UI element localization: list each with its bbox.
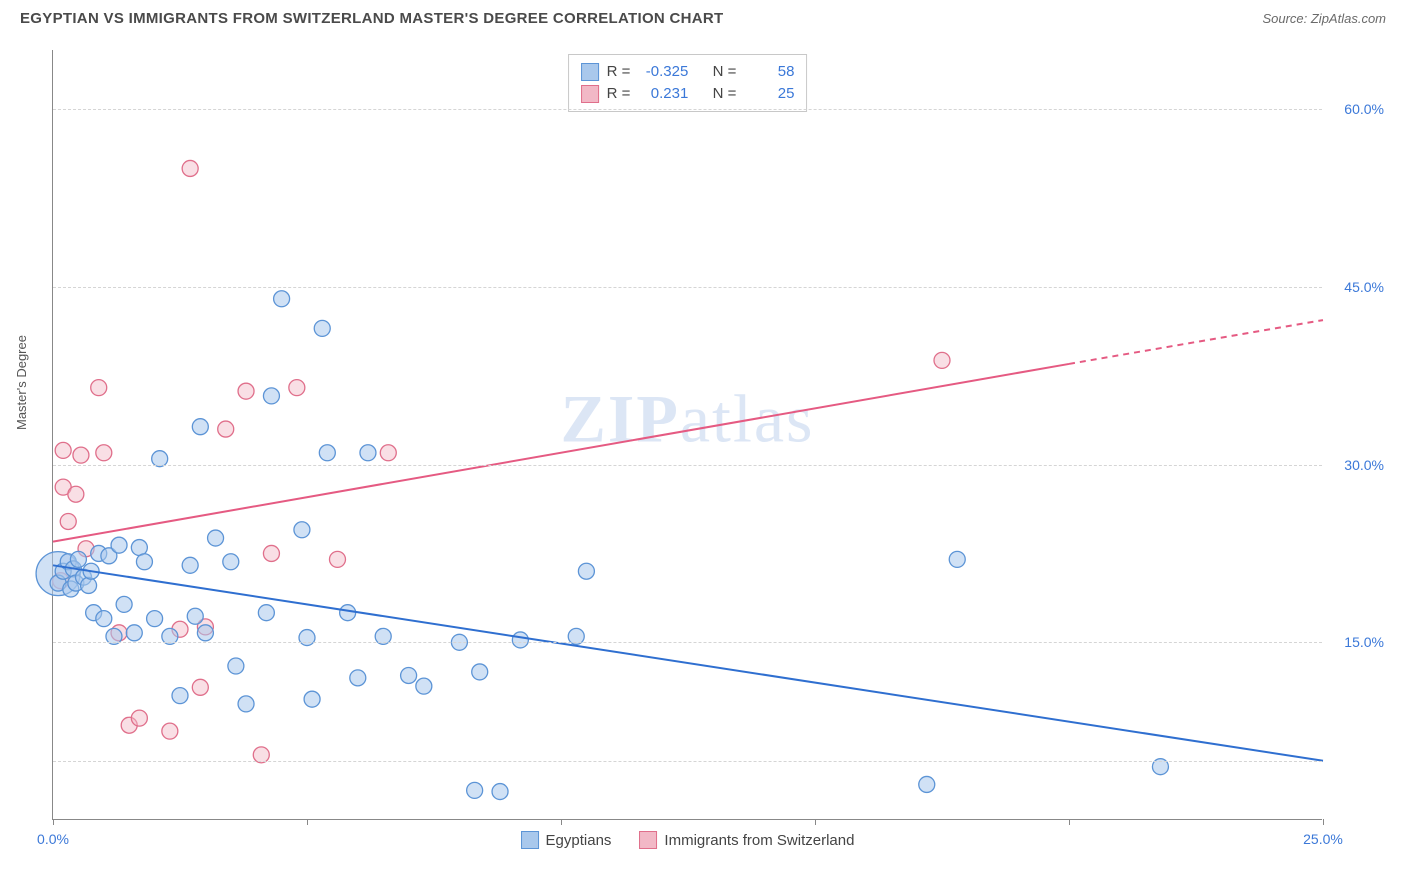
data-point: [934, 352, 950, 368]
data-point: [350, 670, 366, 686]
gridline: [53, 761, 1322, 762]
legend-label-swiss: Immigrants from Switzerland: [664, 832, 854, 849]
x-tick-mark: [307, 819, 308, 825]
data-point: [472, 664, 488, 680]
y-tick-label: 15.0%: [1344, 634, 1384, 650]
data-point: [304, 691, 320, 707]
data-point: [172, 688, 188, 704]
x-tick-mark: [1323, 819, 1324, 825]
data-point: [116, 596, 132, 612]
y-axis-label: Master's Degree: [14, 335, 29, 430]
data-point: [340, 605, 356, 621]
source-attribution: Source: ZipAtlas.com: [1262, 11, 1386, 26]
data-point: [96, 611, 112, 627]
data-point: [294, 522, 310, 538]
data-point: [228, 658, 244, 674]
data-point: [274, 291, 290, 307]
y-tick-label: 30.0%: [1344, 457, 1384, 473]
gridline: [53, 642, 1322, 643]
data-point: [73, 447, 89, 463]
legend-item-swiss: Immigrants from Switzerland: [639, 831, 854, 849]
data-point: [187, 608, 203, 624]
gridline: [53, 109, 1322, 110]
data-point: [70, 551, 86, 567]
data-point: [81, 577, 97, 593]
data-point: [55, 442, 71, 458]
data-point: [289, 380, 305, 396]
data-point: [258, 605, 274, 621]
trend-line: [1069, 320, 1323, 364]
data-point: [136, 554, 152, 570]
data-point: [949, 551, 965, 567]
data-point: [919, 776, 935, 792]
legend-label-egyptians: Egyptians: [546, 832, 612, 849]
data-point: [182, 160, 198, 176]
data-point: [416, 678, 432, 694]
data-point: [197, 625, 213, 641]
data-point: [263, 545, 279, 561]
swatch-swiss-icon: [639, 831, 657, 849]
chart-title: EGYPTIAN VS IMMIGRANTS FROM SWITZERLAND …: [20, 10, 724, 27]
data-point: [60, 513, 76, 529]
data-point: [182, 557, 198, 573]
x-tick-label: 25.0%: [1303, 831, 1343, 847]
data-point: [218, 421, 234, 437]
data-point: [578, 563, 594, 579]
swatch-egyptians-icon: [521, 831, 539, 849]
trend-line: [53, 364, 1069, 542]
data-point: [360, 445, 376, 461]
data-point: [147, 611, 163, 627]
data-point: [329, 551, 345, 567]
y-tick-label: 60.0%: [1344, 101, 1384, 117]
gridline: [53, 465, 1322, 466]
legend-item-egyptians: Egyptians: [521, 831, 612, 849]
data-point: [111, 537, 127, 553]
x-tick-label: 0.0%: [37, 831, 69, 847]
data-point: [192, 419, 208, 435]
chart-plot-area: ZIPatlas R = -0.325 N = 58 R = 0.231 N =…: [52, 50, 1322, 820]
data-point: [223, 554, 239, 570]
data-point: [238, 383, 254, 399]
data-point: [401, 667, 417, 683]
gridline: [53, 287, 1322, 288]
data-point: [380, 445, 396, 461]
data-point: [467, 782, 483, 798]
data-point: [68, 486, 84, 502]
y-tick-label: 45.0%: [1344, 279, 1384, 295]
scatter-svg: [53, 50, 1322, 819]
series-legend: Egyptians Immigrants from Switzerland: [521, 831, 855, 849]
data-point: [162, 723, 178, 739]
data-point: [492, 784, 508, 800]
data-point: [131, 710, 147, 726]
x-tick-mark: [53, 819, 54, 825]
x-tick-mark: [815, 819, 816, 825]
data-point: [512, 632, 528, 648]
x-tick-mark: [561, 819, 562, 825]
data-point: [91, 380, 107, 396]
data-point: [263, 388, 279, 404]
data-point: [192, 679, 208, 695]
data-point: [314, 320, 330, 336]
data-point: [96, 445, 112, 461]
data-point: [238, 696, 254, 712]
data-point: [126, 625, 142, 641]
data-point: [208, 530, 224, 546]
x-tick-mark: [1069, 819, 1070, 825]
data-point: [319, 445, 335, 461]
